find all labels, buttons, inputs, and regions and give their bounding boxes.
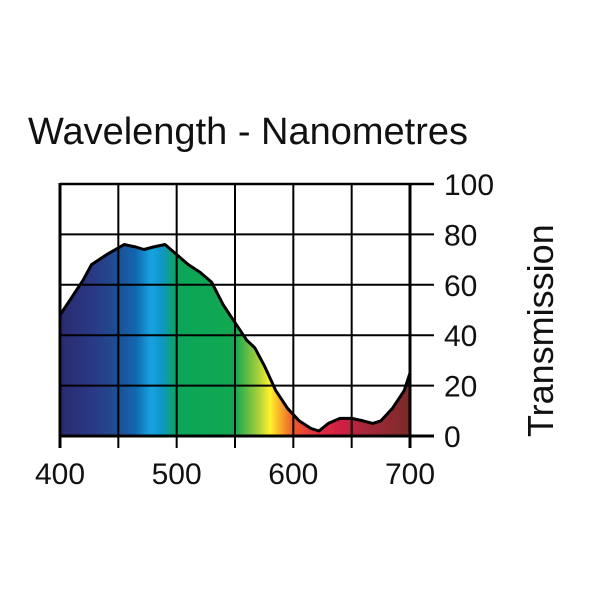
transmission-line [58, 243, 412, 433]
x-tick-labels: 400 500 600 700 [35, 458, 435, 491]
axes [58, 182, 434, 448]
y-tick-label: 80 [444, 219, 477, 252]
chart-title: Wavelength - Nanometres [28, 111, 468, 153]
y-axis-label: Transmission [520, 224, 561, 437]
y-tick-label: 40 [444, 320, 477, 353]
y-tick-label: 100 [444, 169, 494, 202]
x-tick-label: 700 [385, 458, 435, 491]
y-tick-labels: 0 20 40 60 80 100 [444, 169, 494, 454]
y-tick-label: 0 [444, 421, 461, 454]
x-tick-label: 600 [268, 458, 318, 491]
x-tick-label: 400 [35, 458, 85, 491]
y-tick-label: 60 [444, 270, 477, 303]
x-tick-label: 500 [152, 458, 202, 491]
y-tick-label: 20 [444, 371, 477, 404]
